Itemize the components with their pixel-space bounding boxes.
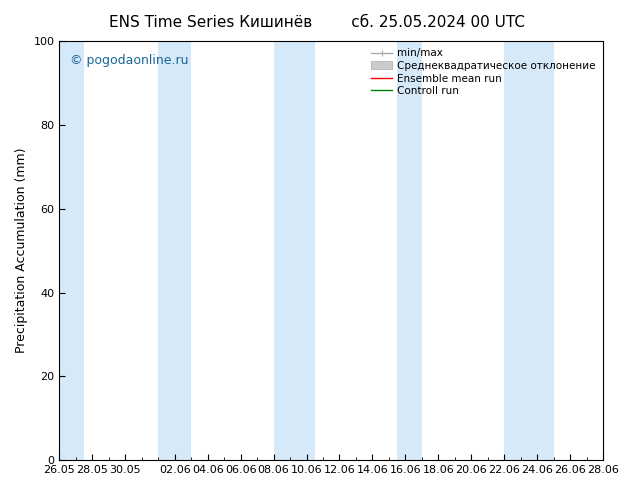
Text: ENS Time Series Кишинёв        сб. 25.05.2024 00 UTC: ENS Time Series Кишинёв сб. 25.05.2024 0… — [109, 15, 525, 30]
Y-axis label: Precipitation Accumulation (mm): Precipitation Accumulation (mm) — [15, 148, 28, 353]
Text: © pogodaonline.ru: © pogodaonline.ru — [70, 53, 189, 67]
Bar — [60, 41, 84, 460]
Bar — [274, 41, 314, 460]
Bar — [504, 41, 553, 460]
Legend: min/max, Среднеквадратическое отклонение, Ensemble mean run, Controll run: min/max, Среднеквадратическое отклонение… — [369, 46, 598, 98]
Bar — [397, 41, 422, 460]
Bar — [158, 41, 191, 460]
